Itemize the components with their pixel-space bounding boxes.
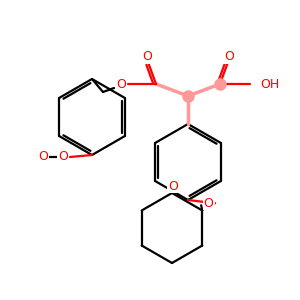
Text: O: O — [204, 199, 214, 212]
Text: O: O — [58, 151, 68, 164]
Text: O: O — [116, 77, 126, 91]
Text: O: O — [168, 179, 178, 193]
Text: OH: OH — [260, 77, 279, 91]
Text: O: O — [142, 50, 152, 64]
Text: O: O — [203, 197, 213, 210]
Text: O: O — [38, 149, 48, 163]
Text: O: O — [224, 50, 234, 64]
